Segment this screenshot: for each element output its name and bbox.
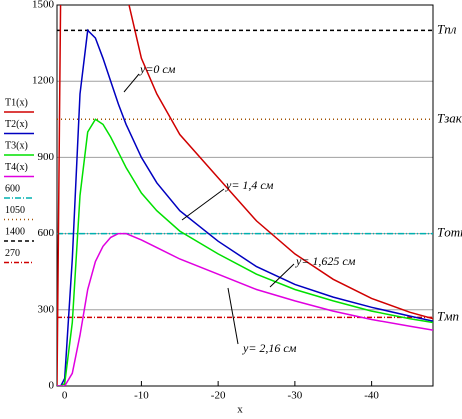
legend-label: 600 <box>5 183 20 194</box>
x-tick-label: -10 <box>134 390 149 402</box>
y-tick-label: 1500 <box>32 0 55 11</box>
annotation: y= 1,4 см <box>225 178 274 192</box>
series-line <box>57 118 433 386</box>
x-tick-label: -40 <box>364 390 379 402</box>
series-line <box>57 5 433 386</box>
legend-label: 1050 <box>5 205 25 216</box>
annotation: y= 2,16 см <box>242 341 297 355</box>
legend-label: 270 <box>5 248 20 259</box>
legend-label: T2(x) <box>5 119 28 130</box>
x-axis-label: x <box>237 404 243 416</box>
y-tick-label: 0 <box>49 380 55 392</box>
series-line <box>57 28 433 386</box>
reference-label: Tотп <box>437 225 462 240</box>
legend-label: 1400 <box>5 226 25 237</box>
x-tick-label: -30 <box>288 390 303 402</box>
legend-label: T1(x) <box>5 97 28 108</box>
reference-label: Tмп <box>437 308 459 323</box>
annotation: y= 1,625 см <box>295 254 356 268</box>
annotation-leader <box>181 188 225 221</box>
plot-area <box>57 5 433 386</box>
y-tick-label: 1200 <box>32 75 55 87</box>
series-line <box>57 232 433 386</box>
annotation-leader <box>123 73 140 93</box>
y-tick-label: 600 <box>38 227 55 239</box>
y-tick-label: 900 <box>38 151 55 163</box>
x-tick-label: 0 <box>62 390 68 402</box>
annotation: y=0 см <box>139 62 176 76</box>
annotation-leader <box>269 263 295 288</box>
legend-label: T3(x) <box>5 140 28 151</box>
legend-label: T4(x) <box>5 162 28 173</box>
reference-label: Tпл <box>437 21 457 36</box>
plot-frame <box>56 4 434 387</box>
annotation-leader <box>227 287 239 345</box>
reference-label: Tзак <box>437 110 462 125</box>
x-tick-label: -20 <box>211 390 226 402</box>
y-tick-label: 300 <box>38 303 55 315</box>
